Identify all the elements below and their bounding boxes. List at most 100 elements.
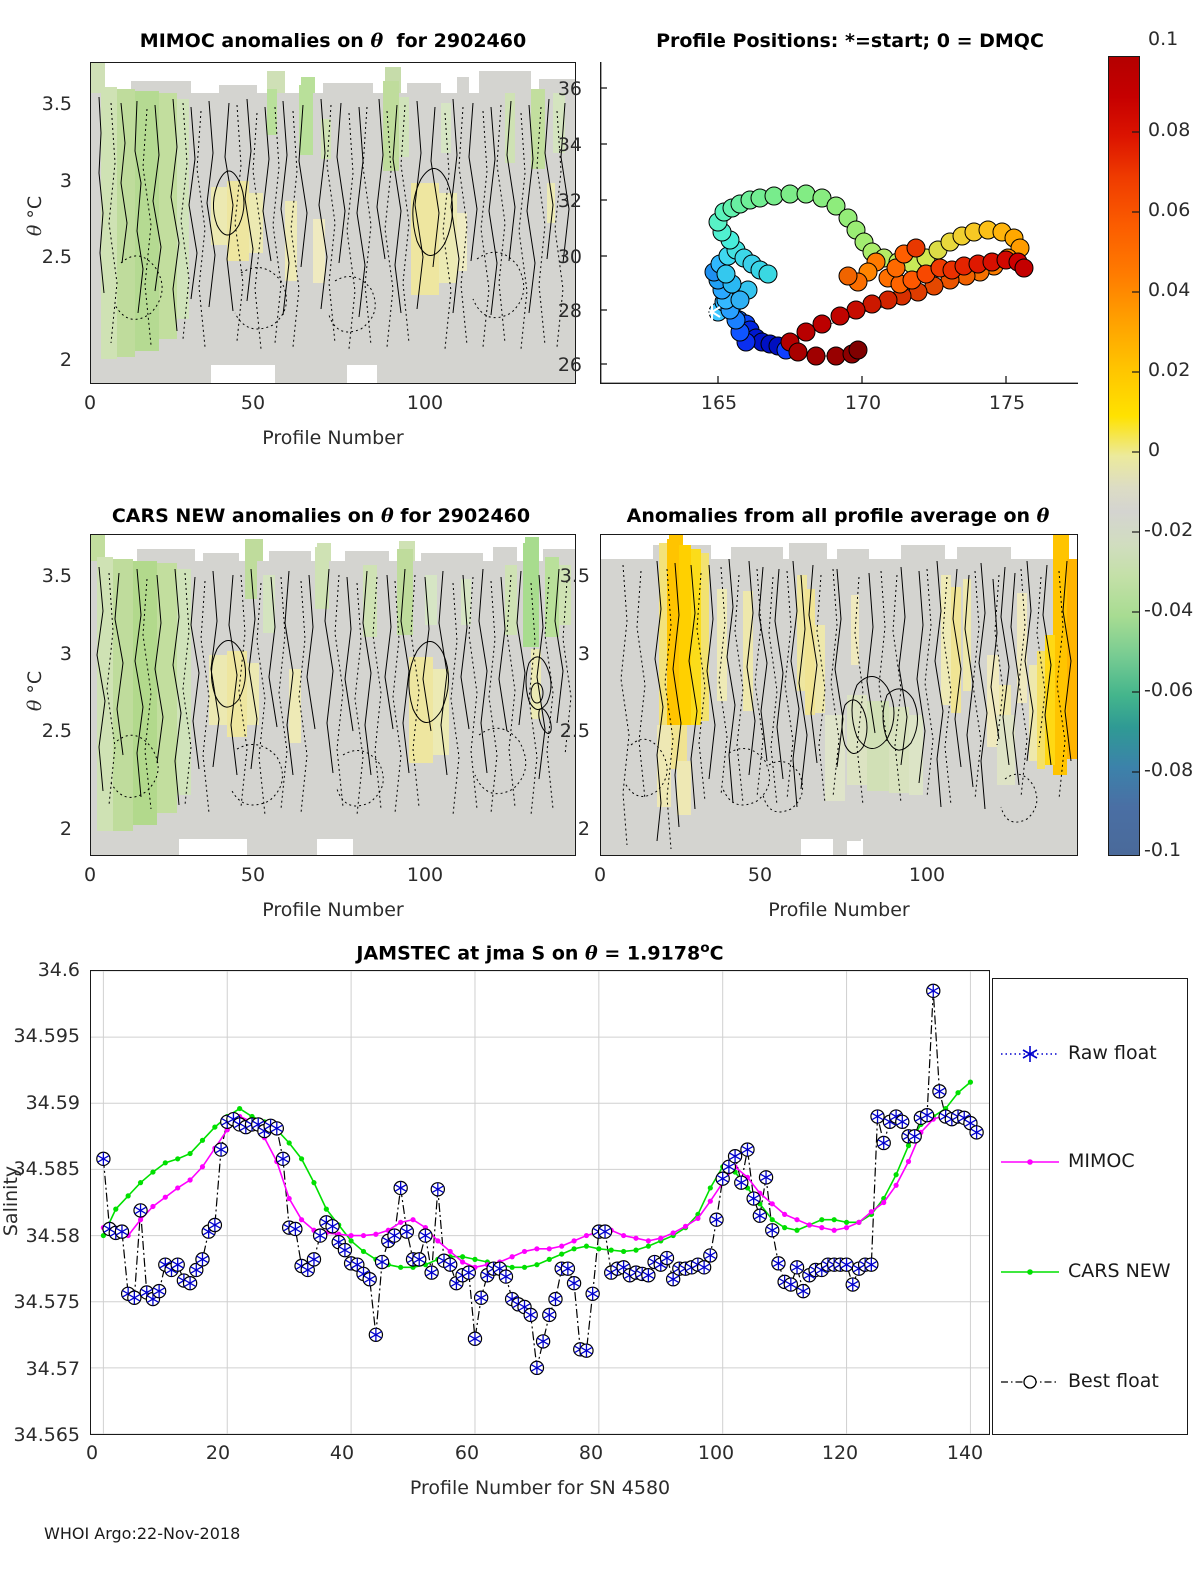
colorbar-tick-0.08: 0.08 [1148, 119, 1191, 141]
raw-float-marker [970, 1125, 983, 1139]
cars-xtick-100: 100 [406, 864, 444, 886]
raw-float-marker [469, 1332, 481, 1346]
series-point [150, 1169, 156, 1175]
series-point [583, 1232, 590, 1239]
series-point [212, 1124, 218, 1130]
series-point [868, 1209, 874, 1215]
mimoc-xtick-50: 50 [240, 392, 266, 414]
allavg-ytick-3.5: 3.5 [559, 565, 590, 587]
series-point [100, 1232, 106, 1239]
series-point [534, 1246, 540, 1252]
series-point [645, 1238, 651, 1244]
allavg-contour-field [601, 535, 1077, 855]
raw-float-marker [400, 1225, 413, 1239]
series-point [150, 1203, 156, 1210]
salinity-ytick-34.585: 34.585 [13, 1158, 80, 1180]
raw-float-marker [351, 1258, 364, 1272]
raw-float-marker [766, 1223, 779, 1237]
series-point [546, 1256, 552, 1262]
series-point [645, 1243, 651, 1249]
series-point [521, 1264, 528, 1270]
raw-float-marker [134, 1204, 147, 1217]
cars-ytick-2: 2 [59, 818, 72, 840]
series-point [583, 1243, 590, 1249]
raw-float-marker [524, 1308, 537, 1322]
raw-float-marker [760, 1170, 772, 1184]
raw-float-marker [753, 1209, 766, 1223]
cars-panel-title: CARS NEW anomalies on θ for 2902460 [111, 505, 531, 527]
raw-float-marker [338, 1243, 351, 1257]
raw-float-marker [537, 1335, 550, 1348]
raw-float-marker [599, 1225, 611, 1239]
cars-contour-field [91, 535, 575, 855]
series-point [695, 1215, 701, 1221]
raw-float-marker [500, 1270, 512, 1283]
raw-float-marker [308, 1252, 320, 1266]
series-point [621, 1248, 627, 1255]
salinity-legend [992, 978, 1188, 1435]
legend-entry-raw-float [1001, 1046, 1059, 1062]
raw-float-marker [196, 1252, 209, 1266]
series-point [794, 1217, 800, 1223]
series-point [162, 1194, 168, 1200]
raw-float-marker [369, 1328, 382, 1342]
mimoc-xlabel: Profile Number [262, 427, 404, 449]
series-point [509, 1254, 515, 1260]
raw-float-marker [747, 1192, 760, 1205]
raw-float-marker [326, 1219, 339, 1233]
allavg-panel-title: Anomalies from all profile average on θ [626, 505, 1050, 527]
allavg-plot-area [600, 534, 1078, 856]
series-point [670, 1230, 676, 1236]
salinity-ytick-34.575: 34.575 [13, 1291, 80, 1313]
raw-float-marker [797, 1284, 810, 1298]
allavg-ytick-3: 3 [577, 643, 590, 665]
raw-float-marker [549, 1292, 562, 1306]
mimoc-contour-field [91, 63, 575, 383]
series-point [286, 1140, 292, 1146]
raw-float-marker [425, 1266, 438, 1280]
mimoc-ytick-2: 2 [59, 349, 72, 371]
salinity-xtick-40: 40 [329, 1442, 355, 1464]
raw-float-marker [530, 1361, 543, 1375]
salinity-xtick-20: 20 [205, 1442, 231, 1464]
salinity-xlabel: Profile Number for SN 4580 [409, 1477, 671, 1499]
raw-float-marker [661, 1251, 673, 1265]
raw-float-marker [376, 1255, 388, 1269]
series-point [521, 1248, 528, 1255]
series-point [398, 1219, 404, 1225]
salinity-xtick-60: 60 [454, 1442, 480, 1464]
raw-float-marker [561, 1262, 574, 1276]
raw-float-marker [301, 1263, 314, 1277]
series-point [237, 1105, 243, 1112]
raw-float-marker [698, 1260, 711, 1274]
cars-xtick-50: 50 [240, 864, 266, 886]
colorbar-tick--0.02: -0.02 [1144, 519, 1194, 541]
series-point [881, 1199, 887, 1206]
series-point [199, 1164, 206, 1170]
allavg-xtick-0: 0 [593, 864, 607, 886]
series-point [137, 1180, 144, 1186]
series-point [286, 1195, 292, 1202]
colorbar-tick-0.06: 0.06 [1148, 199, 1191, 221]
colorbar-tick--0.04: -0.04 [1144, 599, 1194, 621]
raw-float-marker [933, 1084, 946, 1098]
series-point [682, 1223, 689, 1229]
series-point [162, 1160, 168, 1166]
raw-float-marker [190, 1263, 203, 1277]
series-point [843, 1225, 850, 1231]
positions-ytick-26: 26 [557, 354, 582, 376]
positions-ytick-30: 30 [557, 246, 582, 268]
series-point [893, 1172, 899, 1178]
raw-float-marker [710, 1213, 723, 1227]
raw-float-marker [128, 1291, 141, 1305]
raw-float-marker [314, 1229, 327, 1242]
legend-label-mimoc: MIMOC [1068, 1150, 1135, 1172]
series-point [782, 1225, 788, 1231]
salinity-series [91, 971, 989, 1434]
salinity-ytick-34.59: 34.59 [25, 1092, 80, 1114]
cars-ytick-3.5: 3.5 [41, 565, 72, 587]
raw-float-marker [394, 1181, 407, 1195]
allavg-ytick-2: 2 [577, 818, 590, 840]
series-point [534, 1262, 540, 1268]
series-point [298, 1156, 305, 1162]
